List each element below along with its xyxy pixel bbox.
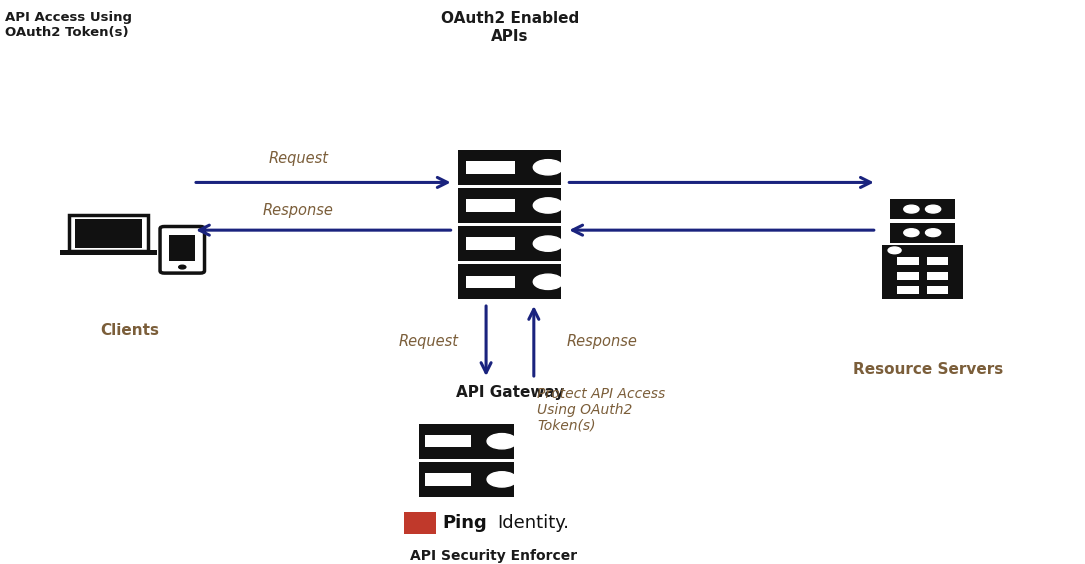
FancyBboxPatch shape xyxy=(897,287,919,294)
Text: Response: Response xyxy=(566,333,638,349)
FancyBboxPatch shape xyxy=(927,287,948,294)
Circle shape xyxy=(888,247,901,254)
Text: Identity.: Identity. xyxy=(497,514,569,532)
Circle shape xyxy=(534,160,563,175)
FancyBboxPatch shape xyxy=(897,272,919,280)
FancyBboxPatch shape xyxy=(458,150,562,184)
Text: API Security Enforcer: API Security Enforcer xyxy=(410,549,577,563)
Text: Request: Request xyxy=(398,333,459,349)
FancyBboxPatch shape xyxy=(890,199,955,219)
Circle shape xyxy=(926,205,941,213)
FancyBboxPatch shape xyxy=(927,272,948,280)
FancyBboxPatch shape xyxy=(458,188,562,223)
FancyBboxPatch shape xyxy=(69,215,148,250)
Circle shape xyxy=(534,198,563,213)
FancyBboxPatch shape xyxy=(465,161,515,174)
FancyBboxPatch shape xyxy=(75,219,142,248)
Text: Resource Servers: Resource Servers xyxy=(853,362,1003,377)
Circle shape xyxy=(487,434,516,449)
Text: OAuth2 Enabled
APIs: OAuth2 Enabled APIs xyxy=(441,11,579,43)
Circle shape xyxy=(487,472,516,487)
Circle shape xyxy=(534,236,563,252)
FancyBboxPatch shape xyxy=(890,223,955,243)
Text: Ping: Ping xyxy=(443,514,487,532)
Circle shape xyxy=(534,274,563,289)
FancyBboxPatch shape xyxy=(465,199,515,212)
FancyBboxPatch shape xyxy=(465,237,515,250)
FancyBboxPatch shape xyxy=(419,424,514,459)
Text: API Access Using
OAuth2 Token(s): API Access Using OAuth2 Token(s) xyxy=(5,11,132,39)
Text: Response: Response xyxy=(263,203,334,218)
FancyBboxPatch shape xyxy=(458,226,562,261)
Circle shape xyxy=(904,229,919,237)
FancyBboxPatch shape xyxy=(881,245,963,298)
Circle shape xyxy=(179,265,186,269)
FancyBboxPatch shape xyxy=(159,227,204,273)
Circle shape xyxy=(926,229,941,237)
FancyBboxPatch shape xyxy=(60,249,157,255)
FancyBboxPatch shape xyxy=(897,257,919,265)
FancyBboxPatch shape xyxy=(927,257,948,265)
Text: Request: Request xyxy=(268,151,329,166)
FancyBboxPatch shape xyxy=(425,473,471,486)
FancyBboxPatch shape xyxy=(404,512,436,535)
FancyBboxPatch shape xyxy=(458,265,562,299)
Text: API Gateway: API Gateway xyxy=(456,385,564,399)
FancyBboxPatch shape xyxy=(465,276,515,288)
Circle shape xyxy=(904,205,919,213)
FancyBboxPatch shape xyxy=(419,462,514,497)
FancyBboxPatch shape xyxy=(425,435,471,447)
Text: Protect API Access
Using OAuth2
Token(s): Protect API Access Using OAuth2 Token(s) xyxy=(537,386,665,433)
Text: Clients: Clients xyxy=(101,323,159,338)
FancyBboxPatch shape xyxy=(169,236,195,261)
